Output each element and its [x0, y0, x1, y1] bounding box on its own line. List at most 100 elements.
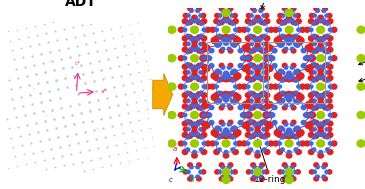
- Circle shape: [297, 94, 304, 101]
- Circle shape: [319, 65, 322, 68]
- Circle shape: [182, 104, 188, 109]
- Circle shape: [190, 166, 193, 169]
- Circle shape: [282, 49, 287, 53]
- Circle shape: [203, 102, 210, 108]
- Circle shape: [233, 170, 237, 174]
- Circle shape: [296, 42, 300, 46]
- Circle shape: [291, 104, 294, 107]
- Circle shape: [312, 34, 316, 37]
- Circle shape: [199, 71, 202, 74]
- Circle shape: [294, 136, 297, 139]
- Circle shape: [200, 55, 207, 61]
- Circle shape: [201, 47, 207, 52]
- Circle shape: [314, 49, 319, 53]
- Circle shape: [199, 107, 203, 111]
- Circle shape: [281, 91, 284, 94]
- Circle shape: [183, 57, 187, 60]
- Circle shape: [192, 125, 197, 130]
- Circle shape: [190, 76, 193, 78]
- Circle shape: [219, 14, 222, 17]
- Circle shape: [245, 19, 251, 24]
- Circle shape: [231, 148, 234, 151]
- Circle shape: [245, 132, 251, 137]
- Circle shape: [253, 175, 256, 178]
- Circle shape: [304, 141, 310, 146]
- Circle shape: [291, 47, 294, 50]
- Circle shape: [196, 166, 199, 169]
- Circle shape: [227, 166, 231, 169]
- Circle shape: [316, 76, 319, 78]
- Circle shape: [264, 170, 269, 174]
- Circle shape: [227, 47, 231, 50]
- Circle shape: [227, 123, 231, 126]
- Circle shape: [285, 132, 293, 139]
- Circle shape: [291, 123, 294, 126]
- Circle shape: [327, 42, 332, 46]
- Circle shape: [262, 14, 265, 17]
- Circle shape: [241, 113, 247, 118]
- Circle shape: [314, 106, 319, 110]
- Circle shape: [264, 121, 270, 126]
- Circle shape: [222, 66, 225, 69]
- Circle shape: [199, 43, 202, 45]
- Circle shape: [287, 98, 292, 102]
- Circle shape: [222, 123, 225, 126]
- Circle shape: [293, 99, 297, 102]
- Circle shape: [262, 170, 265, 173]
- Circle shape: [215, 100, 220, 104]
- Circle shape: [249, 119, 253, 123]
- Circle shape: [272, 120, 277, 125]
- Circle shape: [260, 63, 264, 68]
- Circle shape: [228, 120, 233, 125]
- Text: a*: a*: [100, 89, 107, 94]
- Circle shape: [230, 43, 234, 45]
- Circle shape: [285, 26, 293, 33]
- Circle shape: [253, 66, 256, 69]
- Circle shape: [255, 129, 260, 134]
- Circle shape: [186, 148, 189, 151]
- Circle shape: [308, 121, 314, 126]
- Circle shape: [291, 49, 296, 53]
- Circle shape: [242, 65, 249, 72]
- Circle shape: [234, 28, 237, 31]
- Circle shape: [190, 104, 193, 107]
- Circle shape: [188, 20, 192, 25]
- Circle shape: [205, 27, 211, 32]
- Circle shape: [287, 128, 292, 132]
- Circle shape: [253, 76, 256, 78]
- Circle shape: [227, 19, 231, 22]
- Circle shape: [318, 96, 323, 101]
- Circle shape: [262, 148, 266, 151]
- Circle shape: [255, 39, 260, 44]
- Circle shape: [278, 170, 283, 174]
- Circle shape: [246, 85, 250, 88]
- Circle shape: [281, 34, 284, 37]
- Circle shape: [323, 92, 327, 96]
- Circle shape: [219, 6, 224, 11]
- Circle shape: [196, 9, 199, 12]
- Circle shape: [314, 20, 319, 25]
- Circle shape: [287, 37, 291, 40]
- Circle shape: [201, 99, 206, 103]
- Circle shape: [285, 9, 288, 12]
- Circle shape: [196, 123, 199, 126]
- Circle shape: [183, 127, 188, 131]
- Circle shape: [301, 105, 306, 110]
- Circle shape: [282, 92, 287, 96]
- Circle shape: [304, 113, 308, 117]
- Circle shape: [253, 38, 256, 41]
- Circle shape: [262, 99, 265, 102]
- Circle shape: [234, 129, 241, 136]
- Circle shape: [228, 20, 233, 25]
- Circle shape: [273, 141, 278, 146]
- Circle shape: [278, 127, 283, 131]
- Circle shape: [327, 47, 333, 52]
- Circle shape: [219, 163, 224, 167]
- Circle shape: [285, 66, 288, 69]
- Circle shape: [282, 120, 287, 125]
- Circle shape: [296, 93, 301, 98]
- Circle shape: [323, 20, 327, 25]
- Circle shape: [218, 79, 221, 82]
- Circle shape: [188, 177, 192, 181]
- Circle shape: [187, 170, 190, 173]
